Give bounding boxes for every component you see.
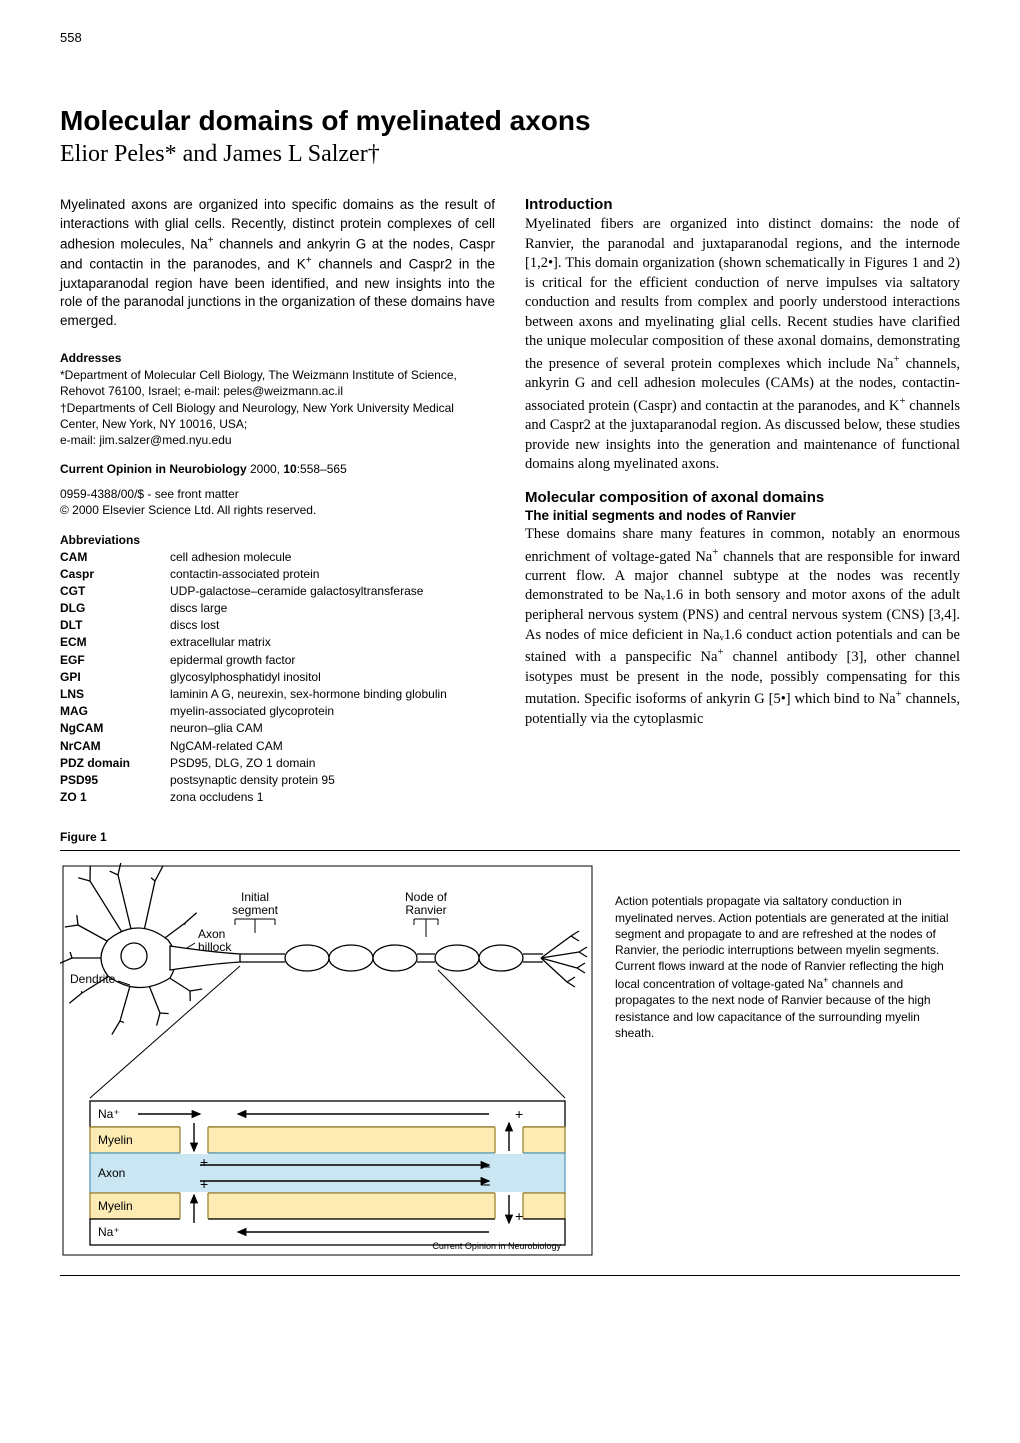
svg-text:Axon: Axon (98, 1166, 125, 1180)
abbr-row: PDZ domainPSD95, DLG, ZO 1 domain (60, 755, 447, 772)
abbr-row: DLTdiscs lost (60, 617, 447, 634)
figure-label: Figure 1 (60, 830, 960, 844)
svg-text:Dendrite: Dendrite (70, 972, 116, 986)
article-title: Molecular domains of myelinated axons (60, 105, 960, 137)
svg-text:Ranvier: Ranvier (405, 903, 446, 917)
intro-heading: Introduction (525, 196, 960, 213)
abbr-row: NrCAMNgCAM-related CAM (60, 738, 447, 755)
abbreviations-heading: Abbreviations (60, 533, 495, 547)
svg-text:segment: segment (232, 903, 279, 917)
svg-text:Myelin: Myelin (98, 1133, 133, 1147)
figure-1: AxonhillockDendriteInitialsegmentNode of… (60, 850, 960, 1276)
svg-text:Initial: Initial (241, 890, 269, 904)
abbr-row: CGTUDP-galactose–ceramide galactosyltran… (60, 583, 447, 600)
abbr-row: NgCAMneuron–glia CAM (60, 720, 447, 737)
abbr-row: PSD95postsynaptic density protein 95 (60, 772, 447, 789)
abbr-row: DLGdiscs large (60, 600, 447, 617)
svg-text:–: – (481, 1158, 490, 1175)
abbr-row: CAMcell adhesion molecule (60, 549, 447, 566)
svg-text:+: + (515, 1106, 523, 1122)
svg-text:+: + (200, 1176, 208, 1192)
svg-text:Na⁺: Na⁺ (98, 1107, 120, 1121)
svg-text:+: + (200, 1154, 208, 1170)
right-column: Introduction Myelinated fibers are organ… (525, 196, 960, 806)
subsection-heading: The initial segments and nodes of Ranvie… (525, 508, 960, 523)
svg-text:Node of: Node of (405, 890, 448, 904)
svg-text:Na⁺: Na⁺ (98, 1225, 120, 1239)
page-number: 558 (60, 30, 960, 45)
addresses-heading: Addresses (60, 351, 495, 365)
figure-caption: Action potentials propagate via saltator… (615, 863, 960, 1263)
intro-body: Myelinated fibers are organized into dis… (525, 215, 960, 475)
abbr-row: Casprcontactin-associated protein (60, 566, 447, 583)
svg-text:Current Opinion in Neurobiolog: Current Opinion in Neurobiology (432, 1241, 561, 1251)
abstract-text: Myelinated axons are organized into spec… (60, 196, 495, 331)
citation-journal: Current Opinion in Neurobiology (60, 462, 247, 476)
svg-text:Myelin: Myelin (98, 1199, 133, 1213)
saltatory-conduction-diagram: AxonhillockDendriteInitialsegmentNode of… (60, 863, 595, 1258)
svg-text:–: – (481, 1176, 490, 1193)
abbr-row: ECMextracellular matrix (60, 634, 447, 651)
svg-text:+: + (515, 1208, 523, 1224)
abbr-row: ZO 1zona occludens 1 (60, 789, 447, 806)
abbr-row: EGFepidermal growth factor (60, 652, 447, 669)
two-column-layout: Myelinated axons are organized into spec… (60, 196, 960, 806)
front-matter: 0959-4388/00/$ - see front matter© 2000 … (60, 486, 495, 518)
figure-svg: AxonhillockDendriteInitialsegmentNode of… (60, 863, 595, 1263)
left-column: Myelinated axons are organized into spec… (60, 196, 495, 806)
abbr-row: MAGmyelin-associated glycoprotein (60, 703, 447, 720)
citation-line: Current Opinion in Neurobiology 2000, 10… (60, 462, 495, 476)
svg-text:Axon: Axon (198, 927, 225, 941)
abbr-row: LNSlaminin A G, neurexin, sex-hormone bi… (60, 686, 447, 703)
section-heading: Molecular composition of axonal domains (525, 489, 960, 506)
abbr-row: GPIglycosylphosphatidyl inositol (60, 669, 447, 686)
abbreviations-table: CAMcell adhesion moleculeCasprcontactin-… (60, 549, 447, 807)
addresses-text: *Department of Molecular Cell Biology, T… (60, 367, 495, 448)
section-body: These domains share many features in com… (525, 525, 960, 729)
authors: Elior Peles* and James L Salzer† (60, 141, 960, 168)
